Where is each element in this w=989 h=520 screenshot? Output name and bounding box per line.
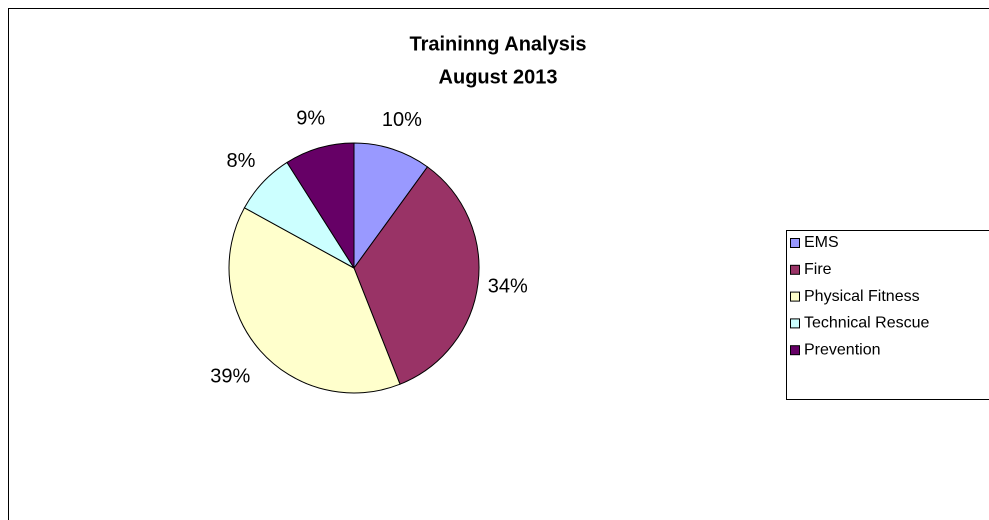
legend-swatch [790, 264, 800, 275]
legend-label: Fire [804, 261, 832, 278]
chart-subtitle: August 2013 [439, 66, 558, 88]
legend-swatch [790, 318, 800, 329]
data-label: 39% [210, 365, 250, 387]
legend-swatch [790, 345, 800, 356]
data-label: 9% [296, 107, 325, 129]
legend-box [786, 230, 989, 400]
pie-slice [228, 207, 401, 394]
data-label: 10% [382, 109, 422, 131]
data-label: 34% [488, 276, 528, 298]
pie-slice [353, 142, 429, 270]
legend-label: Physical Fitness [804, 288, 920, 305]
legend-label: EMS [804, 234, 839, 251]
pie-slice [286, 142, 355, 270]
data-label: 8% [227, 150, 256, 172]
pie-slice [353, 166, 480, 385]
chart-title: Traininng Analysis [409, 33, 586, 55]
legend-label: Prevention [804, 341, 881, 358]
legend-swatch [790, 291, 800, 302]
legend-swatch [790, 238, 800, 248]
legend-label: Technical Rescue [804, 315, 930, 332]
